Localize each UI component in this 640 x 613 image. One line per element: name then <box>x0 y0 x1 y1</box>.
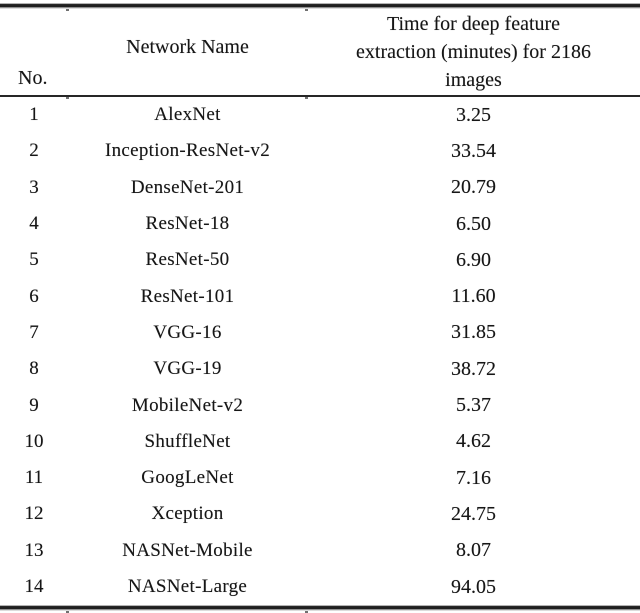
row-number: 12 <box>24 503 44 525</box>
time-value: 33.54 <box>451 139 496 162</box>
table-row: 12 Xception 24.75 <box>0 496 640 532</box>
table-row: 9 MobileNet-v2 5.37 <box>0 387 640 423</box>
network-name: ResNet-50 <box>145 249 230 271</box>
network-name: ResNet-18 <box>145 213 230 235</box>
table-row: 6 ResNet-101 11.60 <box>0 278 640 314</box>
table-row: 10 ShuffleNet 4.62 <box>0 424 640 460</box>
row-number: 9 <box>29 394 39 416</box>
network-name: VGG-19 <box>153 358 222 380</box>
table-row: 4 ResNet-18 6.50 <box>0 206 640 242</box>
time-value: 7.16 <box>456 466 491 489</box>
header-separator-rule <box>0 95 640 99</box>
column-boundary-tick <box>66 97 69 99</box>
time-value: 8.07 <box>456 539 491 562</box>
column-boundary-tick <box>305 97 308 99</box>
row-number: 8 <box>29 358 39 380</box>
row-number: 14 <box>24 576 44 597</box>
header-no: No. <box>18 67 48 89</box>
row-number: 6 <box>29 285 39 307</box>
header-extraction-time: Time for deep feature extraction (minute… <box>356 13 591 91</box>
time-value: 5.37 <box>456 394 491 417</box>
row-number: 7 <box>29 321 39 343</box>
time-value: 4.62 <box>456 430 491 453</box>
time-value: 94.05 <box>451 575 496 598</box>
network-name: Xception <box>151 503 224 525</box>
table-row: 1 AlexNet 3.25 <box>0 97 640 133</box>
network-name: DenseNet-201 <box>130 176 245 198</box>
time-value: 24.75 <box>451 502 496 525</box>
row-number: 5 <box>29 249 39 271</box>
header-network-name: Network Name <box>126 35 249 58</box>
network-name: ResNet-101 <box>140 285 235 307</box>
network-name: MobileNet-v2 <box>131 394 244 416</box>
network-name: VGG-16 <box>153 321 222 343</box>
network-name: AlexNet <box>154 104 221 126</box>
row-number: 3 <box>29 176 39 198</box>
table-row: 5 ResNet-50 6.90 <box>0 242 640 278</box>
row-number: 10 <box>24 430 44 452</box>
network-name: ShuffleNet <box>144 430 231 452</box>
time-value: 6.50 <box>456 212 491 235</box>
time-value: 3.25 <box>456 103 491 126</box>
table-body: 1 AlexNet 3.25 2 Inception-ResNet-v2 33.… <box>0 97 640 605</box>
network-name: GoogLeNet <box>141 467 234 489</box>
time-value: 20.79 <box>451 176 496 199</box>
table-row: 11 GoogLeNet 7.16 <box>0 460 640 496</box>
table-row: 13 NASNet-Mobile 8.07 <box>0 533 640 569</box>
table-top-rule <box>0 3 640 11</box>
table-row: 7 VGG-16 31.85 <box>0 315 640 351</box>
time-value: 38.72 <box>451 357 496 380</box>
column-boundary-tick <box>66 9 69 11</box>
time-value: 31.85 <box>451 321 496 344</box>
table-row: 2 Inception-ResNet-v2 33.54 <box>0 133 640 169</box>
table-row: 8 VGG-19 38.72 <box>0 351 640 387</box>
row-number: 2 <box>29 140 39 162</box>
row-number: 1 <box>29 104 39 126</box>
row-number: 11 <box>24 467 44 489</box>
time-value: 11.60 <box>451 285 496 308</box>
table-row: 14 NASNet-Large 94.05 <box>0 569 640 605</box>
table-header-row: No. Network Name Time for deep feature e… <box>0 9 640 95</box>
network-name: NASNet-Mobile <box>122 539 253 561</box>
network-name: NASNet-Large <box>127 576 248 597</box>
table-row: 3 DenseNet-201 20.79 <box>0 170 640 206</box>
network-name: Inception-ResNet-v2 <box>104 140 271 162</box>
column-boundary-tick <box>305 9 308 11</box>
table-bottom-rule <box>0 605 640 613</box>
row-number: 4 <box>29 213 39 235</box>
time-value: 6.90 <box>456 248 491 271</box>
row-number: 13 <box>24 539 44 561</box>
